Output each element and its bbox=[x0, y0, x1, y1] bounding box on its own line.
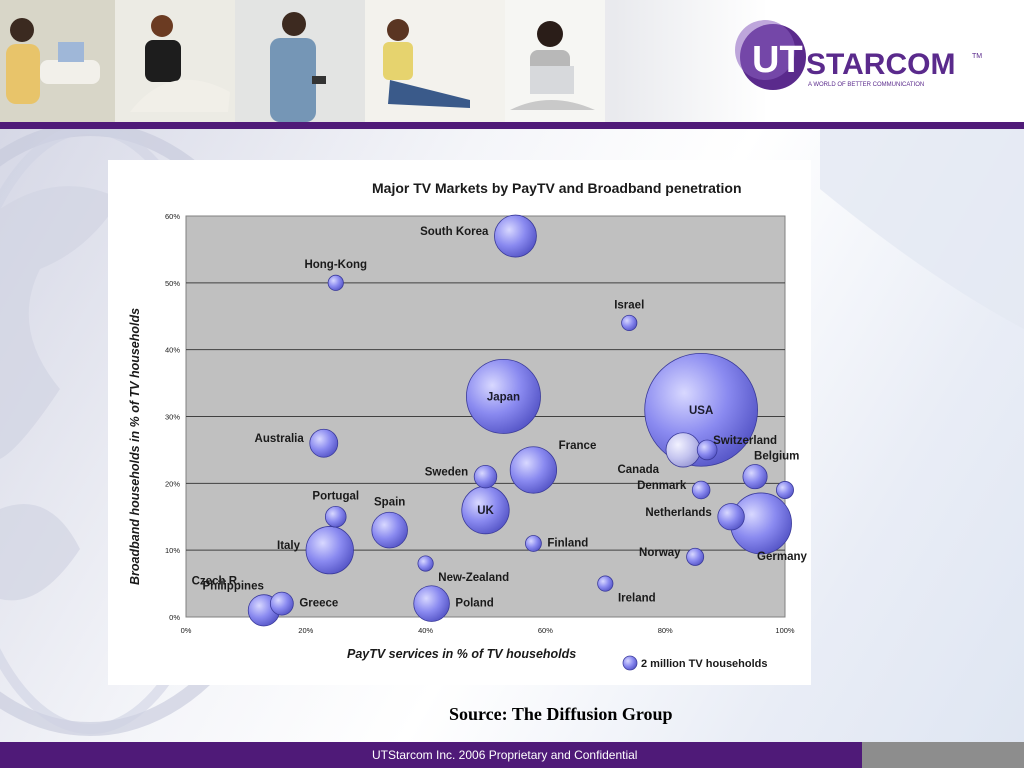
legend-label: 2 million TV households bbox=[641, 658, 768, 670]
bubble-label: Canada bbox=[617, 464, 659, 476]
bubble-label: Germany bbox=[757, 551, 807, 563]
bubble-label: South Korea bbox=[420, 226, 489, 238]
y-axis-label: Broadband households in % of TV househol… bbox=[128, 308, 142, 585]
woman-with-phone-photo bbox=[365, 0, 505, 122]
bubble-chart: Major TV Markets by PayTV and Broadband … bbox=[128, 180, 808, 671]
bubble-label: Norway bbox=[639, 547, 681, 559]
header-rule bbox=[0, 122, 1024, 129]
bubble-ireland bbox=[597, 575, 614, 592]
logo-ut-text: UT bbox=[752, 39, 803, 81]
y-tick-label: 50% bbox=[165, 279, 180, 288]
bubble-label: Spain bbox=[374, 496, 405, 508]
x-tick-label: 20% bbox=[298, 626, 313, 635]
bubble-greece bbox=[269, 591, 294, 616]
bubble-label: Netherlands bbox=[645, 507, 711, 519]
bubble-spain bbox=[371, 511, 408, 549]
bubble-switzerland bbox=[696, 439, 718, 461]
bubble-label: Israel bbox=[614, 299, 644, 311]
y-tick-label: 10% bbox=[165, 546, 180, 555]
bubble-finland bbox=[525, 535, 542, 552]
bubble-south-korea bbox=[494, 214, 537, 258]
source-note: Source: The Diffusion Group bbox=[449, 704, 673, 724]
bubble-new-zealand bbox=[417, 555, 434, 572]
bubble-label: USA bbox=[689, 405, 713, 417]
bubble-label: Czech R. bbox=[192, 576, 241, 588]
bubble-portugal bbox=[324, 505, 347, 528]
photo-strip: UT STARCOM TM A WORLD OF BETTER COMMUNIC… bbox=[0, 0, 982, 122]
logo-starcom-text: STARCOM bbox=[806, 48, 955, 81]
y-tick-label: 30% bbox=[165, 413, 180, 422]
logo-tagline: A WORLD OF BETTER COMMUNICATION bbox=[808, 82, 924, 88]
bubble-japan bbox=[466, 359, 541, 434]
bubble-hong-kong bbox=[327, 274, 344, 291]
footer-bar: UTStarcom Inc. 2006 Proprietary and Conf… bbox=[0, 742, 1024, 768]
footer-text: UTStarcom Inc. 2006 Proprietary and Conf… bbox=[372, 748, 638, 762]
bubble-norway bbox=[686, 547, 705, 566]
bubble-sweden bbox=[473, 464, 498, 489]
bubble-label: Japan bbox=[487, 391, 520, 403]
bubble-label: Switzerland bbox=[713, 435, 777, 447]
x-tick-labels: 0% 20% 40% 60% 80% 100% bbox=[181, 626, 795, 635]
bubble-label: Hong-Kong bbox=[304, 259, 367, 271]
y-tick-labels: 0% 10% 20% 30% 40% 50% 60% bbox=[165, 212, 180, 622]
bubble-netherlands bbox=[717, 503, 745, 531]
man-with-phone-photo bbox=[235, 0, 365, 122]
legend-bubble bbox=[622, 655, 638, 671]
x-tick-label: 80% bbox=[658, 626, 673, 635]
bubble-canada bbox=[665, 432, 701, 468]
bubble-unlabeled bbox=[776, 481, 794, 499]
bubble-label: Philippines bbox=[203, 581, 264, 593]
person-with-laptop-photo bbox=[0, 0, 115, 122]
chart-legend: 2 million TV households bbox=[622, 655, 768, 671]
header-banner: UT STARCOM TM A WORLD OF BETTER COMMUNIC… bbox=[0, 0, 1024, 122]
bubble-denmark bbox=[691, 480, 711, 500]
bubble-australia bbox=[309, 428, 339, 458]
x-tick-label: 60% bbox=[538, 626, 553, 635]
chart-title: Major TV Markets by PayTV and Broadband … bbox=[372, 180, 742, 196]
bubble-poland bbox=[413, 585, 450, 622]
x-tick-label: 40% bbox=[418, 626, 433, 635]
bubble-label: France bbox=[559, 440, 597, 452]
bubbles bbox=[247, 214, 794, 627]
bubble-label: UK bbox=[477, 505, 494, 517]
y-tick-label: 0% bbox=[169, 613, 180, 622]
bubble-label: Portugal bbox=[312, 490, 359, 502]
utstarcom-logo: UT STARCOM TM A WORLD OF BETTER COMMUNIC… bbox=[735, 20, 982, 90]
bubble-label: Ireland bbox=[618, 592, 656, 604]
woman-with-laptop-photo bbox=[505, 0, 605, 122]
woman-on-chair-photo bbox=[115, 0, 235, 122]
bubble-label: Belgium bbox=[754, 451, 799, 463]
bubble-label: Greece bbox=[299, 598, 338, 610]
bubble-label: Poland bbox=[455, 598, 493, 610]
bubble-label: Italy bbox=[277, 540, 301, 552]
y-tick-label: 60% bbox=[165, 212, 180, 221]
bubble-label: Finland bbox=[547, 537, 588, 549]
x-tick-label: 100% bbox=[775, 626, 795, 635]
bubble-belgium bbox=[742, 464, 768, 490]
bubble-labels: South Korea Hong-Kong Israel Japan USA Austra… bbox=[192, 226, 808, 610]
y-tick-label: 40% bbox=[165, 346, 180, 355]
bubble-label: Denmark bbox=[637, 480, 687, 492]
bubble-label: New-Zealand bbox=[438, 572, 509, 584]
bubble-israel bbox=[621, 314, 638, 332]
bubble-france bbox=[509, 446, 558, 494]
footer-gray-block bbox=[862, 742, 1024, 768]
bubble-label: Australia bbox=[255, 433, 305, 445]
x-tick-label: 0% bbox=[181, 626, 192, 635]
x-axis-label: PayTV services in % of TV households bbox=[347, 647, 576, 661]
y-tick-label: 20% bbox=[165, 479, 180, 488]
logo-tm-text: TM bbox=[972, 53, 982, 60]
bubble-italy bbox=[305, 526, 354, 575]
bubble-label: Sweden bbox=[425, 467, 468, 479]
chart-panel: Major TV Markets by PayTV and Broadband … bbox=[108, 160, 811, 685]
